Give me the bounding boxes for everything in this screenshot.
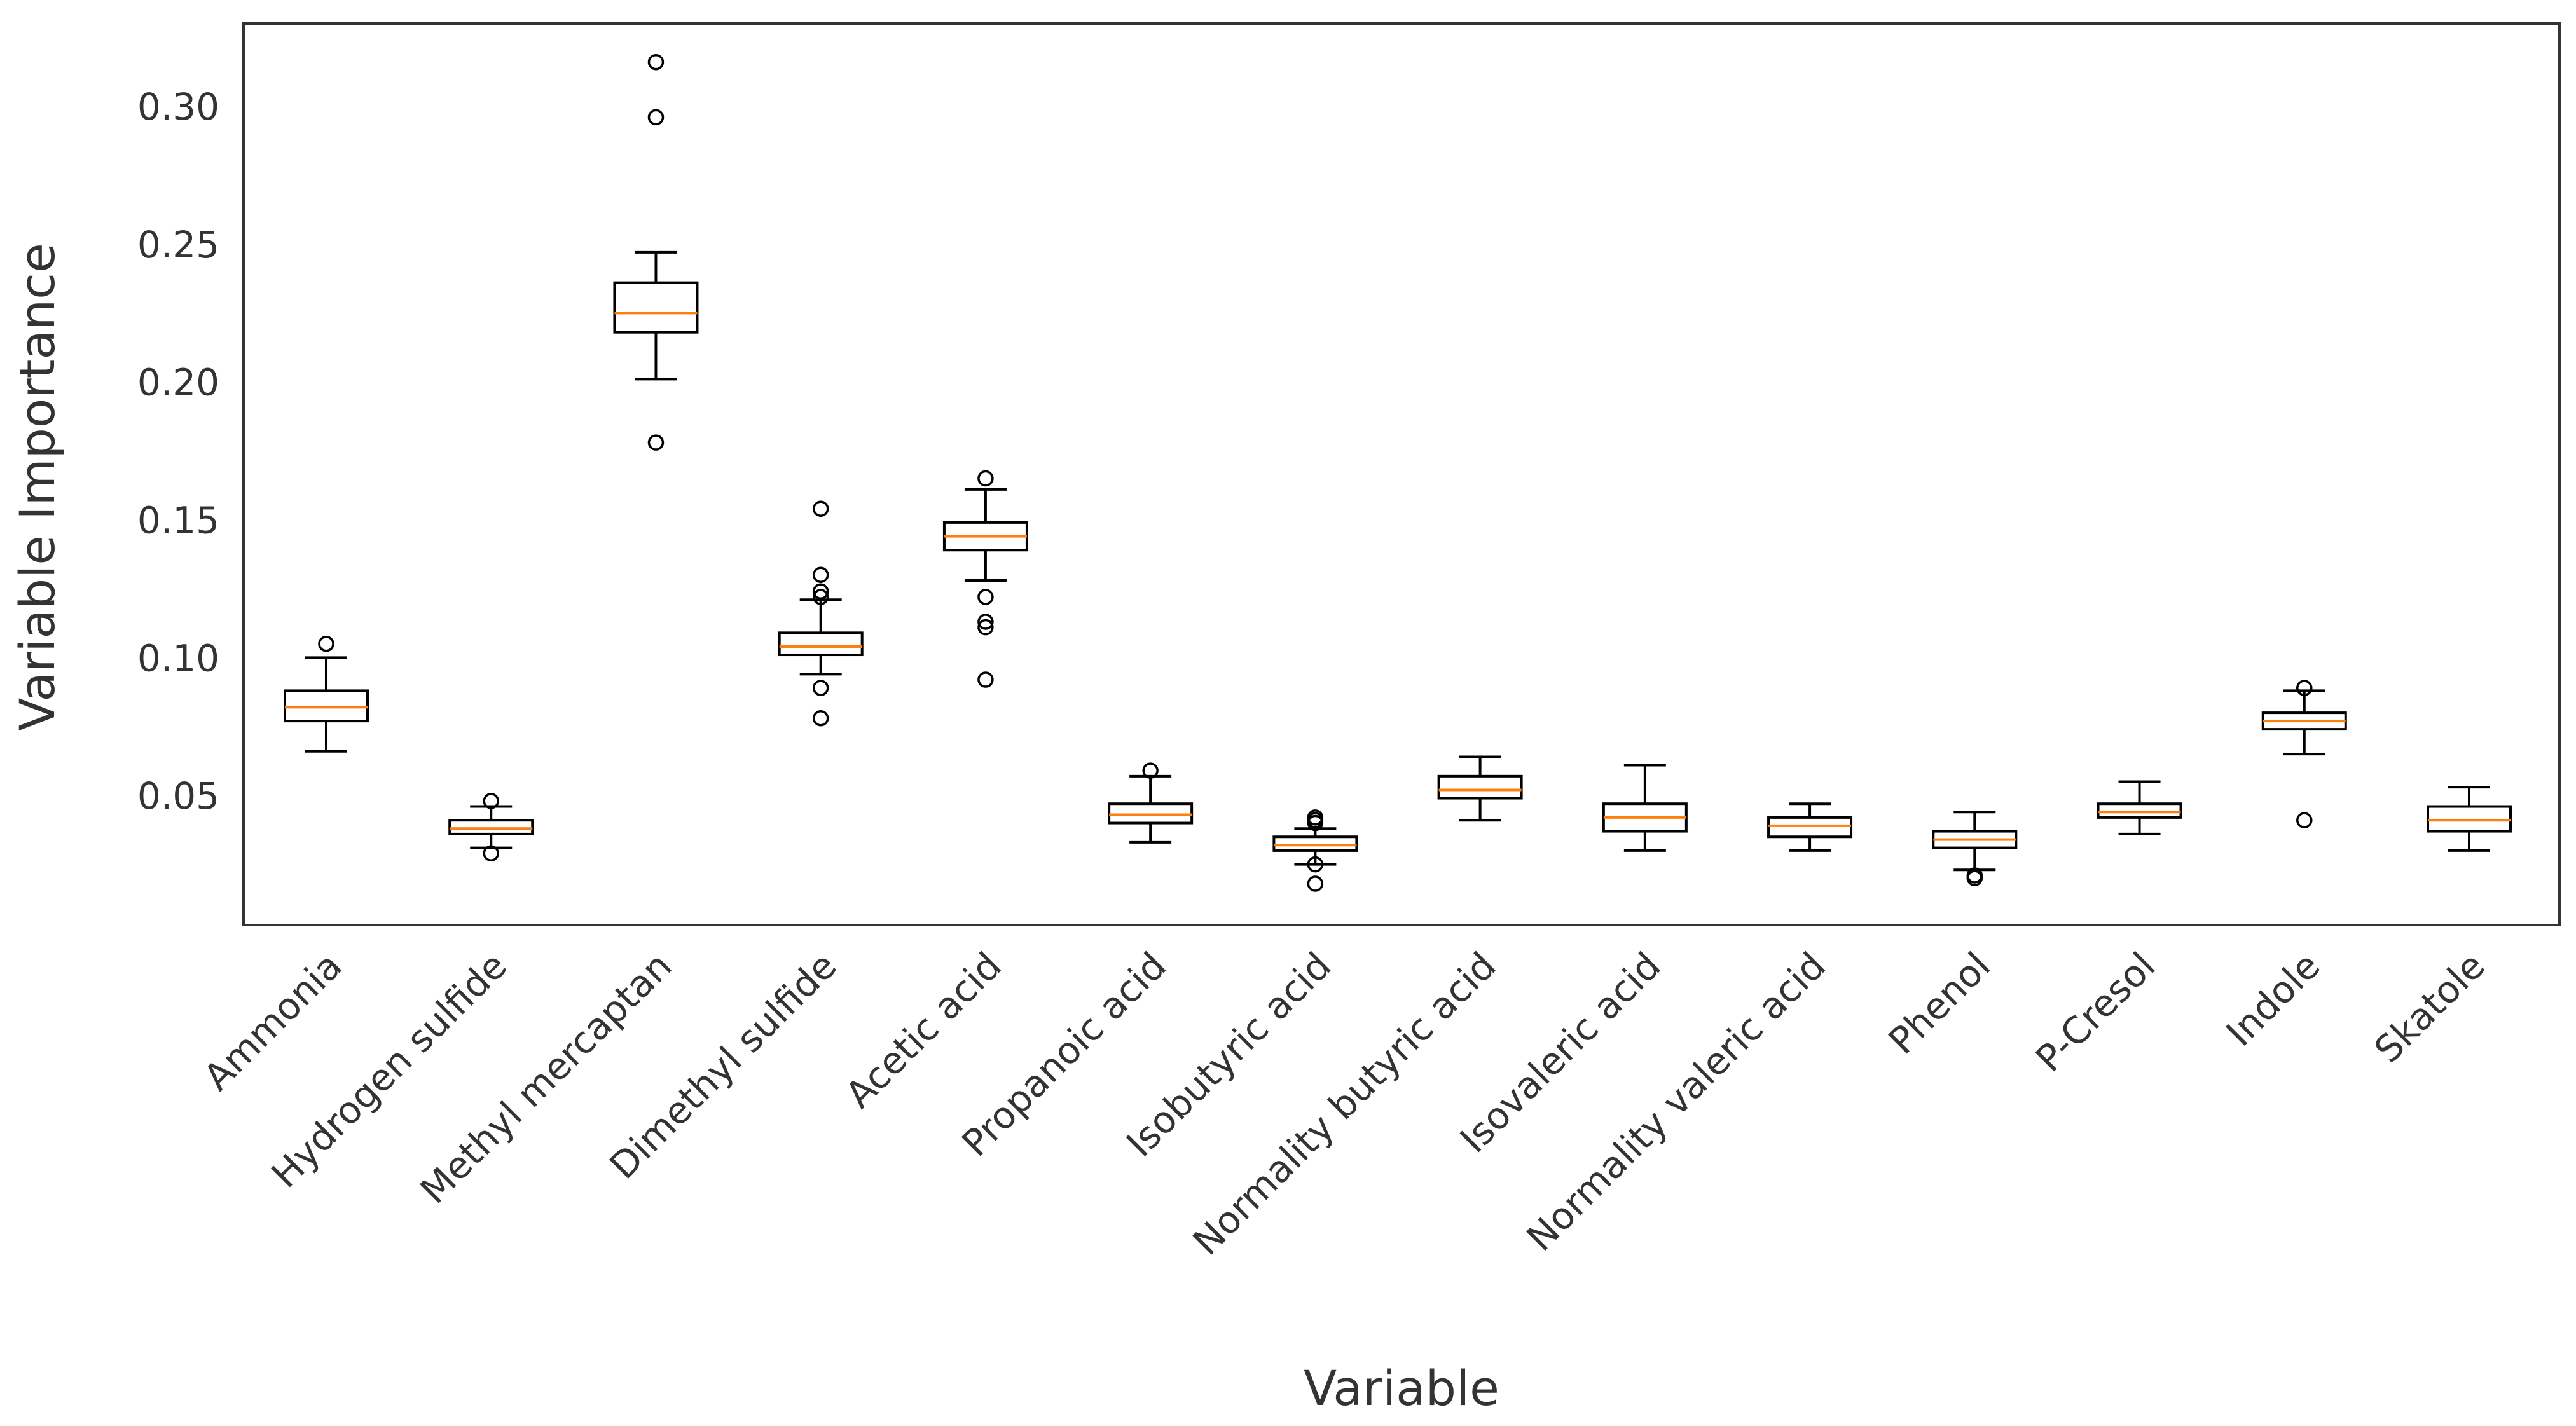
outlier-point [812, 680, 829, 696]
box-iqr [1272, 835, 1358, 852]
x-tick-label: Acetic acid [837, 944, 1009, 1116]
box-10 [1767, 802, 1853, 852]
outlier-point [1142, 762, 1159, 779]
outlier-point [1307, 875, 1324, 892]
outlier-point [318, 635, 334, 652]
box-9 [1602, 764, 1688, 852]
x-tick-label: P-Cresol [2027, 944, 2163, 1080]
outlier-point [647, 434, 665, 451]
x-tick-label: Normality butyric acid [1185, 944, 1505, 1264]
outlier-point [812, 583, 829, 600]
box-8 [1437, 755, 1523, 822]
y-tick-label: 0.30 [137, 85, 219, 128]
x-tick-label: Indole [2218, 944, 2329, 1055]
outlier-point [2296, 680, 2313, 696]
y-tick-label: 0.15 [137, 499, 219, 542]
outlier-point [977, 619, 994, 636]
x-tick-label: Phenol [1880, 944, 1999, 1063]
outlier-point [483, 793, 499, 809]
outlier-point [812, 710, 829, 727]
box-12 [2097, 780, 2182, 835]
x-axis-label: Variable [1304, 1360, 1499, 1416]
outlier-point [647, 109, 665, 126]
outlier-point [812, 589, 829, 605]
x-tick-label: Normality valeric acid [1519, 944, 1834, 1259]
box-iqr [1767, 816, 1853, 839]
box-13 [2261, 680, 2347, 828]
outlier-point [2296, 812, 2313, 828]
y-axis-ticks: 0.05 0.10 0.15 0.20 0.25 0.30 [137, 85, 219, 818]
outlier-point [977, 589, 994, 605]
outlier-point [1307, 856, 1324, 873]
box-4 [778, 500, 864, 727]
box-2 [448, 793, 534, 862]
box-11 [1932, 811, 2018, 887]
outlier-point [977, 671, 994, 688]
x-tick-label: Ammonia [195, 944, 350, 1099]
y-tick-label: 0.10 [137, 636, 219, 680]
box-iqr [1437, 774, 1523, 800]
boxes-layer [284, 53, 2512, 892]
plot-frame [242, 22, 2561, 926]
box-iqr [778, 631, 864, 657]
outlier-point [647, 53, 665, 71]
outlier-point [977, 470, 994, 487]
box-iqr [284, 689, 369, 723]
box-iqr [2097, 802, 2182, 819]
box-iqr [1108, 802, 1194, 825]
outlier-point [483, 845, 499, 862]
box-14 [2427, 786, 2512, 852]
y-axis-label: Variable Importance [9, 243, 65, 730]
box-1 [284, 635, 369, 753]
outlier-point [812, 566, 829, 584]
box-iqr [448, 819, 534, 835]
box-iqr [2427, 805, 2512, 833]
box-iqr [613, 281, 699, 334]
box-3 [613, 53, 699, 451]
outlier-point [1966, 870, 1983, 887]
outlier-point [1307, 814, 1324, 832]
y-tick-label: 0.05 [137, 774, 219, 818]
y-tick-label: 0.25 [137, 223, 219, 266]
outlier-point [812, 500, 829, 517]
x-tick-label: Skatole [2366, 944, 2493, 1071]
outlier-point [977, 614, 994, 630]
y-tick-label: 0.20 [137, 361, 219, 404]
box-5 [942, 470, 1028, 688]
box-7 [1272, 809, 1358, 892]
box-6 [1108, 762, 1194, 844]
